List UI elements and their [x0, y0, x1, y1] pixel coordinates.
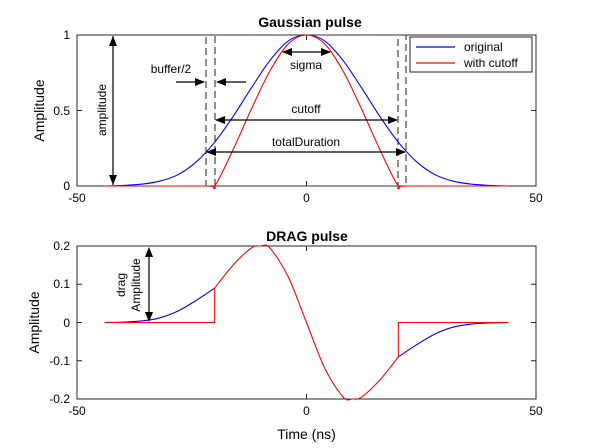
drag-tick-marks — [76, 245, 537, 400]
arrowhead — [215, 116, 225, 124]
arrowhead — [145, 247, 153, 257]
arrowhead — [321, 48, 331, 56]
drag-ytick-label: -0.1 — [49, 354, 70, 368]
legend-box — [409, 36, 533, 73]
drag-xtick-label: 50 — [529, 404, 543, 418]
amplitude-annotation: amplitude — [95, 84, 109, 136]
sigma-annotation: sigma — [290, 58, 322, 72]
drag-ytick-label: 0 — [63, 316, 70, 330]
legend-label-original: original — [464, 40, 503, 54]
gaussian-axes: Gaussian pulse -50 0 50 0 0.5 1 Amplitud… — [31, 14, 543, 205]
legend: original with cutoff — [409, 36, 533, 73]
buffer-annotation: buffer/2 — [151, 62, 192, 76]
gaussian-tick-marks — [76, 34, 537, 187]
gaussian-series-with-cutoff — [104, 34, 509, 190]
arrowhead — [109, 175, 117, 185]
gaussian-title: Gaussian pulse — [258, 14, 362, 30]
drag-annotation-line1: drag — [114, 273, 128, 297]
arrowhead — [388, 116, 398, 124]
gaussian-ylabel: Amplitude — [31, 79, 47, 141]
drag-ytick-label: -0.2 — [49, 392, 70, 406]
gaussian-xtick-label: 0 — [303, 191, 310, 205]
arrowhead — [206, 148, 216, 156]
arrowhead — [195, 78, 205, 86]
arrowhead — [145, 312, 153, 322]
cutoff-annotation: cutoff — [291, 102, 321, 116]
legend-label-with-cutoff: with cutoff — [463, 56, 518, 70]
arrowhead — [282, 48, 292, 56]
gaussian-xtick-label: 50 — [529, 191, 543, 205]
drag-axes: DRAG pulse -50 0 50 -0.2 -0.1 0 0.1 0 — [26, 228, 543, 442]
gaussian-xtick-label: -50 — [68, 191, 86, 205]
drag-title: DRAG pulse — [266, 228, 348, 244]
drag-ytick-label: 0.1 — [53, 277, 70, 291]
drag-xtick-label: 0 — [303, 404, 310, 418]
arrowhead — [109, 36, 117, 46]
gaussian-arrowheads — [109, 36, 406, 185]
drag-annotation-line2: Amplitude — [129, 258, 143, 312]
drag-xlabel: Time (ns) — [277, 426, 336, 442]
gaussian-ytick-label: 1 — [63, 28, 70, 42]
arrowhead — [216, 78, 226, 86]
total-duration-annotation: totalDuration — [272, 135, 340, 149]
arrowhead — [396, 148, 406, 156]
drag-ytick-label: 0.2 — [53, 239, 70, 253]
gaussian-ytick-label: 0 — [63, 179, 70, 193]
drag-ylabel: Amplitude — [26, 291, 42, 353]
gaussian-ytick-label: 0.5 — [53, 104, 70, 118]
drag-xtick-label: -50 — [68, 404, 86, 418]
drag-series-with-cutoff — [104, 244, 509, 401]
